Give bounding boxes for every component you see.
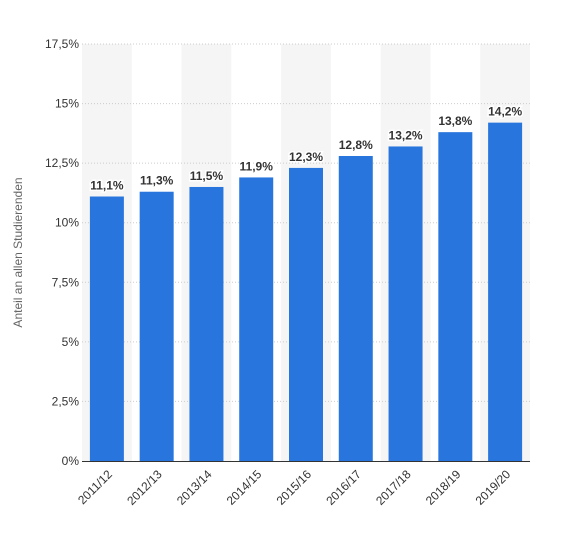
- y-tick-label: 12,5%: [45, 156, 79, 170]
- data-label: 12,3%: [289, 150, 323, 164]
- bars: [89, 122, 523, 462]
- data-label: 14,2%: [488, 105, 522, 119]
- x-tick-label: 2015/16: [274, 467, 315, 508]
- bar: [189, 186, 224, 461]
- y-tick-label: 2,5%: [52, 394, 80, 408]
- data-label: 11,5%: [190, 169, 224, 183]
- y-tick-label: 17,5%: [45, 37, 79, 51]
- bar: [388, 146, 423, 461]
- x-tick-label: 2014/15: [224, 467, 265, 508]
- x-tick-label: 2012/13: [124, 467, 165, 508]
- y-tick-label: 10%: [55, 216, 79, 230]
- bar: [438, 132, 473, 461]
- y-axis-title: Anteil an allen Studierenden: [11, 177, 25, 327]
- x-tick-label: 2017/18: [373, 467, 414, 508]
- x-tick-label: 2019/20: [473, 467, 514, 508]
- bar: [289, 167, 323, 461]
- data-label: 13,2%: [389, 128, 423, 142]
- data-label: 11,1%: [90, 179, 124, 193]
- data-labels: 11,1% 11,3% 11,5% 11,9% 12,3% 12,8% 13,2% 13,8%…: [89, 103, 524, 194]
- y-axis-ticks: 0% 2,5% 5% 7,5% 10% 12,5% 15% 17,5%: [45, 37, 79, 468]
- data-label: 11,3%: [140, 174, 174, 188]
- bar: [488, 122, 523, 462]
- data-label: 13,8%: [438, 114, 472, 128]
- x-tick-label: 2018/19: [423, 467, 464, 508]
- data-label: 12,8%: [339, 138, 373, 152]
- y-tick-label: 15%: [55, 97, 79, 111]
- bar: [338, 155, 373, 461]
- x-tick-label: 2016/17: [323, 467, 364, 508]
- x-tick-label: 2011/12: [75, 467, 115, 507]
- y-tick-label: 5%: [62, 335, 80, 349]
- data-label: 11,9%: [240, 159, 274, 173]
- bar: [89, 196, 124, 461]
- bar: [139, 191, 174, 462]
- bar: [239, 177, 274, 461]
- y-tick-label: 0%: [62, 454, 80, 468]
- y-tick-label: 7,5%: [52, 275, 80, 289]
- x-tick-label: 2013/14: [174, 467, 215, 508]
- x-axis-ticks: 2011/12 2012/13 2013/14 2014/15 2015/16 2016/…: [75, 467, 513, 508]
